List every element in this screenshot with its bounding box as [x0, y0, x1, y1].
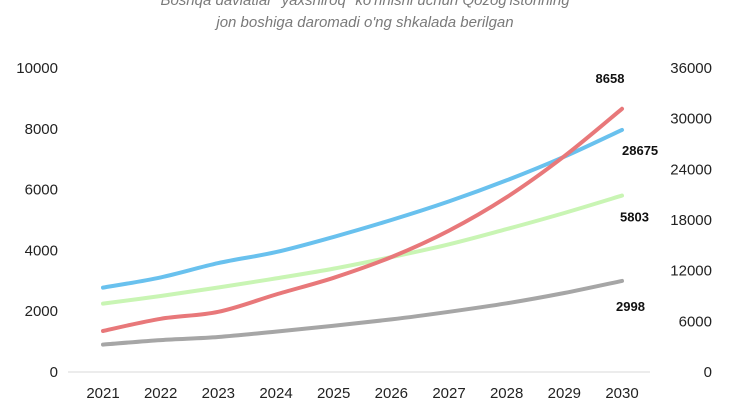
y-left-tick-label: 2000	[25, 303, 58, 320]
x-tick-label: 2021	[86, 385, 119, 400]
y-right-tick-label: 18000	[670, 212, 712, 229]
series-line-2	[101, 193, 624, 306]
y-left-tick-label: 8000	[25, 121, 58, 138]
x-tick-label: 2023	[202, 385, 235, 400]
x-tick-label: 2025	[317, 385, 350, 400]
series-end-label: 2998	[616, 299, 645, 314]
y-right-tick-label: 24000	[670, 161, 712, 178]
y-left-tick-label: 0	[50, 364, 58, 381]
x-tick-label: 2029	[548, 385, 581, 400]
y-right-tick-label: 12000	[670, 263, 712, 280]
chart-title-line-1: Boshqa davlatlar "yaxshiroq" ko'rinishi …	[160, 0, 570, 9]
x-tick-label: 2022	[144, 385, 177, 400]
y-right-tick-label: 30000	[670, 111, 712, 128]
y-right-tick-label: 36000	[670, 60, 712, 77]
series-line-0	[101, 127, 624, 290]
y-right-tick-label: 0	[704, 364, 712, 381]
y-left-tick-label: 4000	[25, 242, 58, 259]
series-end-label: 28675	[622, 143, 658, 158]
y-left-tick-label: 10000	[16, 60, 58, 77]
series-line-1	[101, 106, 624, 333]
x-tick-label: 2026	[375, 385, 408, 400]
x-tick-label: 2028	[490, 385, 523, 400]
y-right-tick-label: 6000	[679, 313, 712, 330]
series-line-3	[101, 278, 624, 347]
chart-title-line-2: jon boshiga daromadi o'ng shkalada beril…	[216, 14, 514, 31]
x-tick-label: 2027	[432, 385, 465, 400]
series-end-label: 8658	[596, 71, 625, 86]
y-left-tick-label: 6000	[25, 182, 58, 199]
x-tick-label: 2030	[605, 385, 638, 400]
x-tick-label: 2024	[259, 385, 292, 400]
series-end-label: 5803	[620, 210, 649, 225]
